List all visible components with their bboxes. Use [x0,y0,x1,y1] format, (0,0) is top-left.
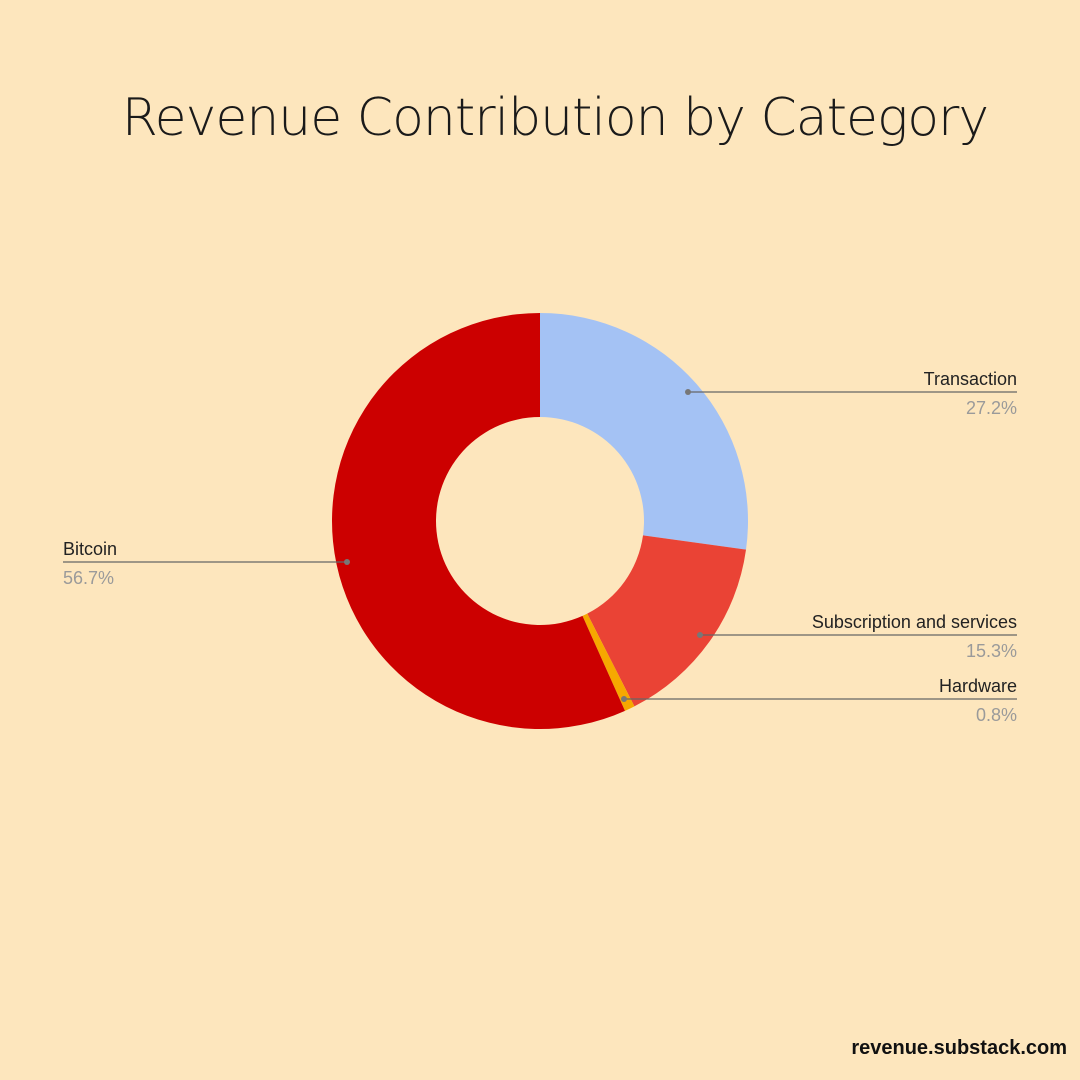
slice-value-transaction: 27.2% [966,398,1017,418]
slice-transaction [540,313,749,550]
slice-label-hardware: Hardware [939,676,1017,696]
slice-bitcoin [332,313,625,729]
slice-subscription-and-services [587,535,747,707]
slice-label-subscription-and-services: Subscription and services [812,612,1017,632]
slice-value-hardware: 0.8% [976,705,1017,725]
chart-title: Revenue Contribution by Category [121,88,989,148]
slice-callouts: Transaction 27.2% Subscription and service… [63,369,1017,725]
slice-label-transaction: Transaction [924,369,1017,389]
slice-label-bitcoin: Bitcoin [63,539,117,559]
callout-dot-hardware [621,696,627,702]
slice-hardware [582,613,635,711]
callout-dot-transaction [685,389,691,395]
callout-dot-subscription-and-services [697,632,703,638]
footer-site-url: revenue.substack.com [851,1037,1067,1059]
slice-value-bitcoin: 56.7% [63,568,114,588]
slice-value-subscription-and-services: 15.3% [966,641,1017,661]
donut-slices [332,313,749,729]
callout-dot-bitcoin [344,559,350,565]
